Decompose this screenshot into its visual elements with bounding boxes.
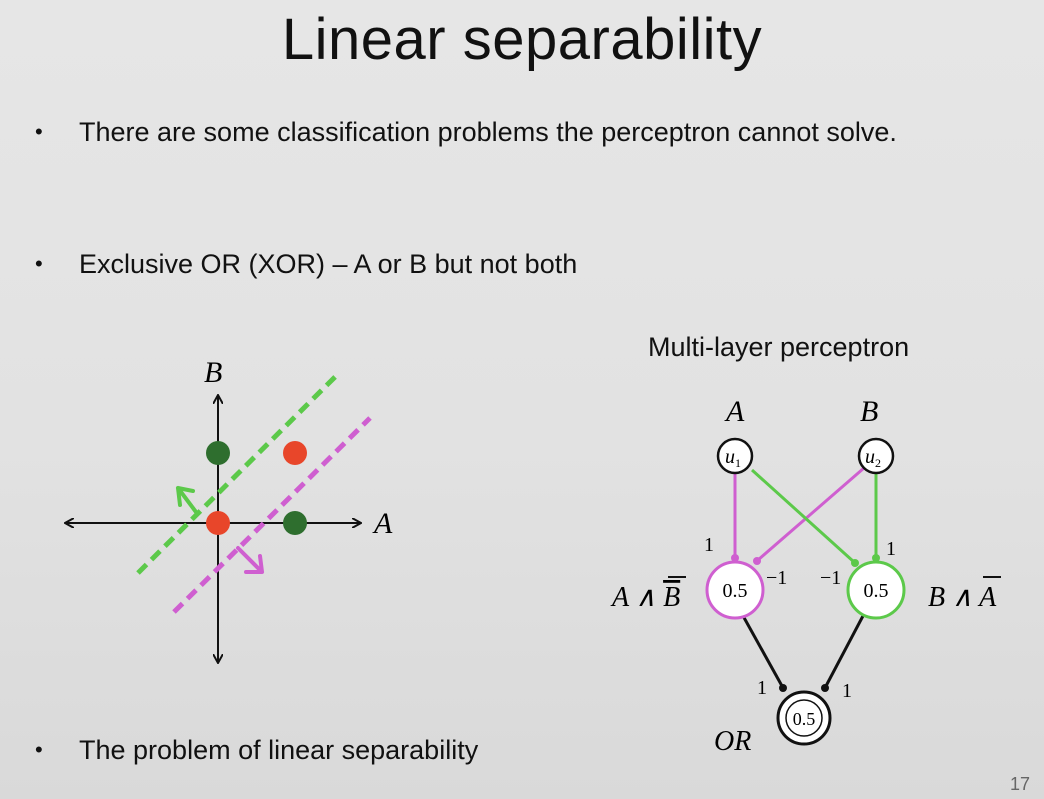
xor-point bbox=[206, 441, 230, 465]
axis-label-b: B bbox=[204, 356, 222, 389]
edge-u2-h1-end bbox=[753, 557, 761, 565]
input-label-a: A bbox=[724, 395, 745, 428]
xor-point bbox=[283, 441, 307, 465]
hidden-node-2-threshold: 0.5 bbox=[864, 580, 889, 602]
edge-h1-out-end bbox=[779, 684, 787, 692]
bullet-text: There are some classification problems t… bbox=[79, 117, 897, 147]
bullet-marker: • bbox=[35, 737, 43, 762]
mlp-diagram: A B u1 u2 0.5 0.5 A ∧ B B ∧ A 0.5 OR 1 −… bbox=[610, 395, 1001, 757]
xor-point bbox=[206, 511, 230, 535]
weight-h1-out: 1 bbox=[757, 677, 767, 699]
bullet-text: The problem of linear separability bbox=[79, 735, 479, 765]
mlp-title: Multi-layer perceptron bbox=[648, 332, 910, 362]
input-node-u2-label: u2 bbox=[865, 446, 881, 470]
axis-label-a: A bbox=[372, 507, 393, 540]
output-node-inner bbox=[785, 699, 823, 737]
slide-title: Linear separability bbox=[281, 7, 763, 72]
green-decision-line bbox=[136, 374, 338, 575]
weight-u1-h1: 1 bbox=[704, 534, 714, 556]
edge-h1-out bbox=[740, 613, 784, 687]
bullet-marker: • bbox=[35, 119, 43, 144]
bullet-marker: • bbox=[35, 251, 43, 276]
magenta-direction-arrow bbox=[236, 546, 264, 574]
weight-u2-h1: −1 bbox=[766, 567, 787, 589]
edge-u1-h2 bbox=[750, 468, 856, 564]
bullet-text: Exclusive OR (XOR) – A or B but not both bbox=[79, 249, 578, 279]
xor-point bbox=[283, 511, 307, 535]
bullet-linear-separability: • The problem of linear separability bbox=[35, 726, 479, 774]
hidden-label-b-and-not-a: B ∧ A bbox=[928, 582, 997, 613]
edge-u2-h2-end bbox=[872, 554, 880, 562]
weight-u1-h2: −1 bbox=[820, 567, 841, 589]
edge-h2-out bbox=[824, 613, 866, 687]
weight-u2-h2: 1 bbox=[886, 538, 896, 560]
edge-u1-h1-end bbox=[731, 554, 739, 562]
magenta-decision-line bbox=[172, 416, 372, 614]
slide-number: 17 bbox=[1009, 774, 1030, 794]
edge-u2-h1 bbox=[757, 466, 865, 562]
weight-h2-out: 1 bbox=[842, 680, 852, 702]
hidden-node-a-and-not-b bbox=[705, 560, 765, 620]
hidden-node-1-threshold: 0.5 bbox=[723, 580, 748, 602]
output-threshold: 0.5 bbox=[793, 709, 816, 729]
edge-h2-out-end bbox=[821, 684, 829, 692]
xor-plot: B A bbox=[66, 356, 393, 662]
green-direction-arrow bbox=[176, 486, 198, 514]
input-label-b: B bbox=[860, 395, 878, 428]
hidden-node-b-and-not-a bbox=[846, 560, 906, 620]
input-node-u2 bbox=[857, 437, 895, 475]
input-node-u1 bbox=[716, 437, 754, 475]
hidden-label-a-and-not-b: A ∧ B bbox=[610, 582, 680, 613]
output-label-or: OR bbox=[714, 726, 751, 757]
bullet-perceptron-limits: • There are some classification problems… bbox=[35, 108, 909, 156]
bullet-xor: • Exclusive OR (XOR) – A or B but not bo… bbox=[35, 240, 578, 288]
input-node-u1-label: u1 bbox=[725, 446, 741, 470]
edge-u1-h2-end bbox=[851, 559, 859, 567]
